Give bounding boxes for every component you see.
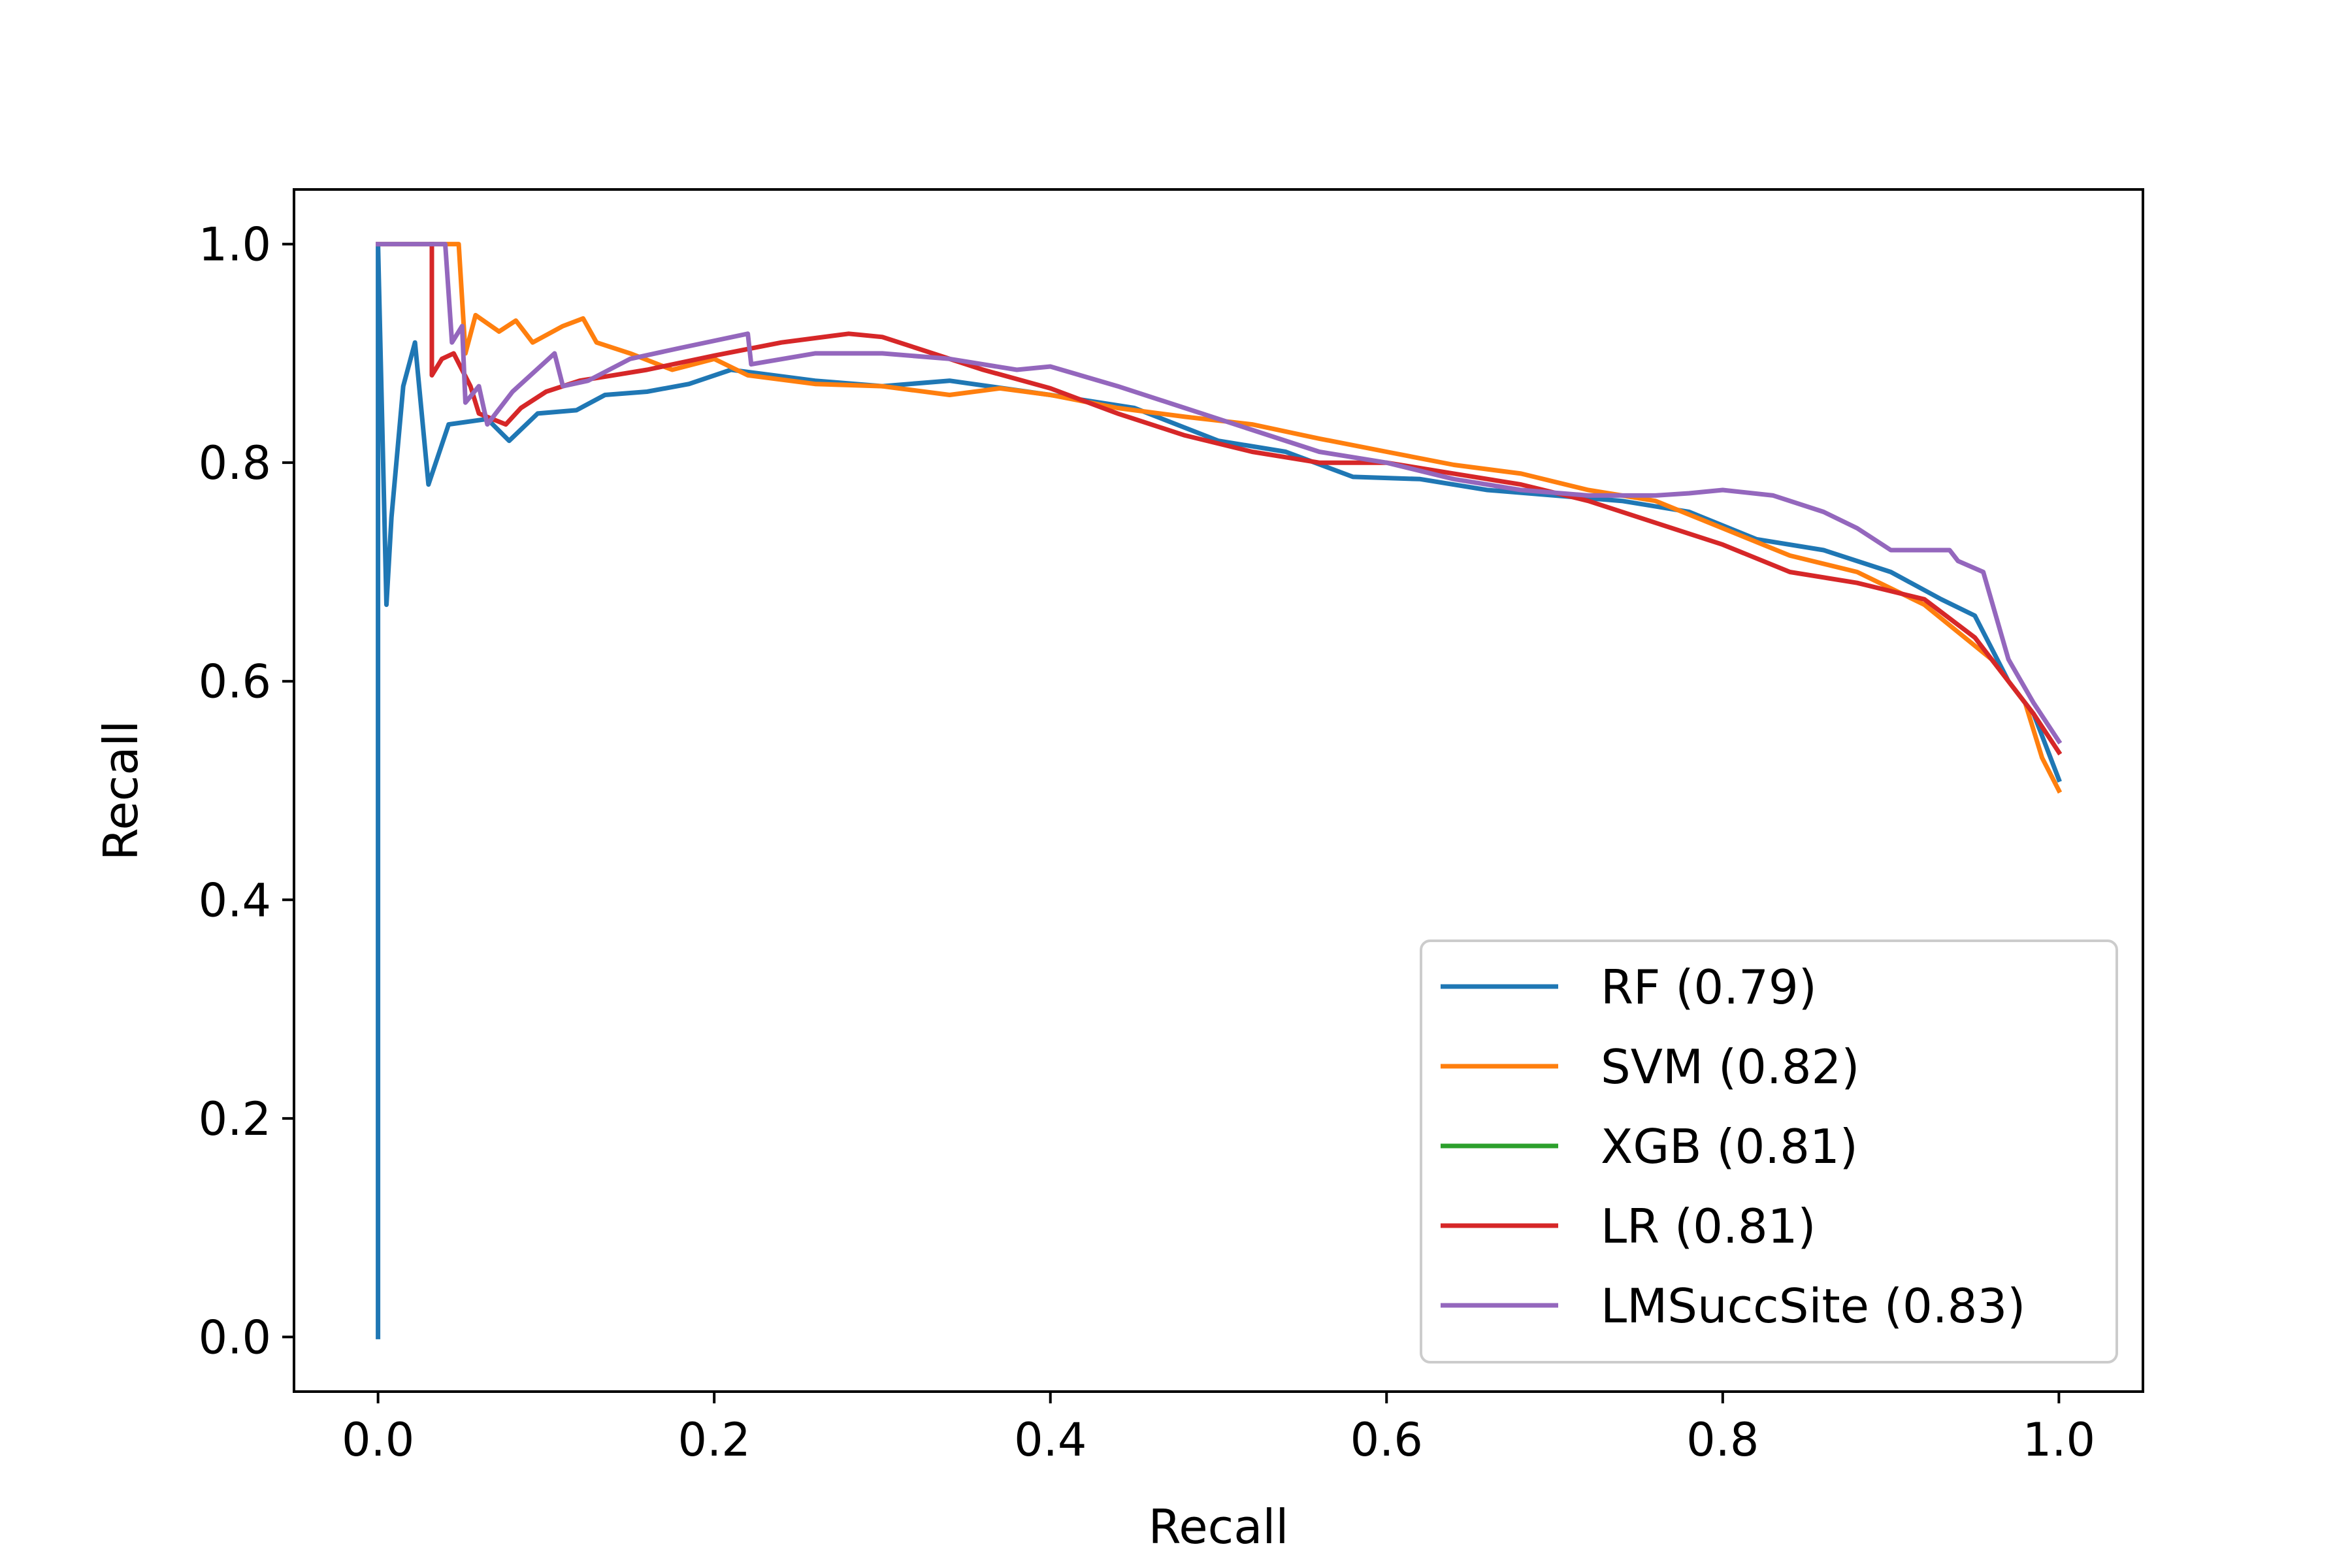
series-line-rf	[376, 242, 2062, 1339]
series-layer	[376, 242, 2063, 1339]
y-tick-label: 0.4	[199, 874, 271, 927]
legend-label-lmsuccsite: LMSuccSite (0.83)	[1601, 1279, 2025, 1333]
y-tick-label: 0.8	[199, 436, 271, 490]
y-tick-label: 0.2	[199, 1092, 271, 1146]
legend-label-lr: LR (0.81)	[1601, 1199, 1816, 1254]
legend: RF (0.79) SVM (0.82) XGB (0.81) LR (0.81) LM…	[1420, 939, 2118, 1364]
plot-frame	[293, 188, 2144, 1393]
legend-label-svm: SVM (0.82)	[1601, 1039, 1859, 1094]
legend-frame	[1420, 939, 2118, 1364]
y-tick-label: 1.0	[199, 218, 271, 272]
x-tick-label: 0.0	[342, 1413, 414, 1467]
y-axis-label: Recall	[93, 721, 148, 861]
series-line-lmsuccsite	[376, 242, 2063, 745]
y-tick-label: 0.6	[199, 655, 271, 709]
legend-label-rf: RF (0.79)	[1601, 960, 1817, 1015]
legend-label-xgb: XGB (0.81)	[1601, 1119, 1858, 1174]
series-line-svm	[376, 242, 2063, 794]
axis-ticks: 0.0 0.2 0.4 0.6 0.8 1.0 0.0 0.2 0.4 0.6 0.8 1.0	[199, 218, 2095, 1467]
x-tick-label: 0.8	[1686, 1413, 1759, 1467]
y-tick-label: 0.0	[199, 1311, 271, 1364]
x-axis-label: Recall	[1149, 1499, 1289, 1554]
x-tick-label: 1.0	[2023, 1413, 2095, 1467]
x-tick-label: 0.2	[678, 1413, 751, 1467]
x-tick-label: 0.6	[1350, 1413, 1423, 1467]
x-tick-label: 0.4	[1014, 1413, 1086, 1467]
